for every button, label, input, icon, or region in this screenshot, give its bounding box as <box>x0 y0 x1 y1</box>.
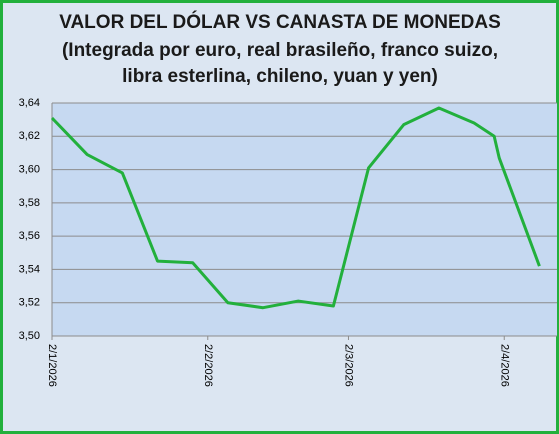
chart-subtitle: (Integrada por euro, real brasileño, fra… <box>62 40 498 61</box>
x-tick-label: 2/3/2026 <box>343 344 355 387</box>
y-tick-label: 3,60 <box>19 163 40 175</box>
plot-area <box>52 103 557 336</box>
y-tick-label: 3,62 <box>19 130 40 142</box>
y-tick-label: 3,50 <box>19 330 40 342</box>
x-tick-label: 2/1/2026 <box>46 344 58 387</box>
chart-subtitle: libra esterlina, chileno, yuan y yen) <box>122 66 438 87</box>
y-tick-label: 3,64 <box>19 97 40 109</box>
x-tick-label: 2/2/2026 <box>202 344 214 387</box>
y-tick-label: 3,52 <box>19 297 40 309</box>
data-line <box>50 106 541 310</box>
chart-title: VALOR DEL DÓLAR VS CANASTA DE MONEDAS <box>59 11 501 33</box>
y-tick-label: 3,56 <box>19 230 40 242</box>
y-tick-label: 3,54 <box>19 263 40 275</box>
y-tick-label: 3,58 <box>19 197 40 209</box>
x-tick-label: 2/4/2026 <box>498 344 510 387</box>
